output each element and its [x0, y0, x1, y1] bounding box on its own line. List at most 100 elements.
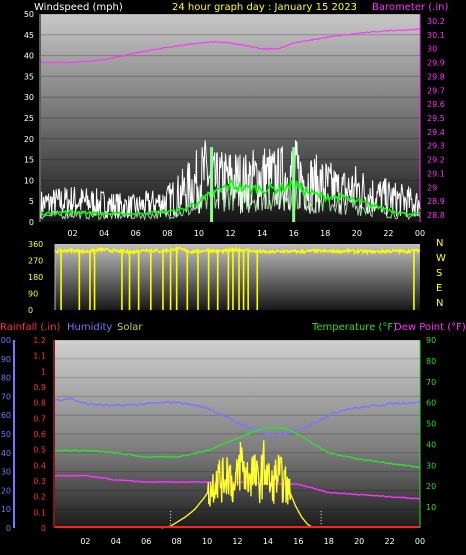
x-tick-label: 16: [289, 229, 299, 238]
rainfall-tick-label: 0.2: [33, 493, 46, 502]
direction-compass-label: E: [436, 283, 442, 294]
x-tick-label: 16: [293, 537, 303, 546]
wind-tick-label: 40: [24, 52, 34, 61]
rainfall-tick-label: 0.5: [33, 446, 46, 455]
humidity-tick-label: 80: [1, 374, 11, 383]
rainfall-tick-label: 1.1: [33, 352, 46, 361]
rainfall-tick-label: 1: [41, 367, 46, 376]
wind-gust-trace: [40, 179, 421, 221]
humidity-tick-label: 0: [6, 524, 11, 533]
temperature-tick-label: 40: [426, 440, 436, 449]
humidity-line: [54, 396, 421, 437]
temperature-tick-label: 30: [426, 461, 436, 470]
temperature-tick-label: 60: [426, 399, 436, 408]
barometer-tick-label: 29.7: [427, 86, 445, 95]
direction-tick-label: 90: [28, 290, 38, 299]
x-tick-label: 06: [141, 537, 151, 546]
humidity-tick-label: 40: [1, 449, 11, 458]
wind-average-line: [40, 178, 421, 216]
wind-direction-plot: [54, 246, 421, 310]
barometer-tick-label: 28.8: [427, 211, 445, 220]
temperature-humidity-plot: [54, 396, 421, 529]
barometer-axis-label: Barometer (.in): [372, 2, 448, 13]
x-tick-label: 04: [99, 229, 109, 238]
temperature-tick-label: 50: [426, 420, 436, 429]
direction-tick-label: 180: [28, 273, 43, 282]
x-tick-label: 02: [67, 229, 77, 238]
axis-labels: 0510152025303540455028.828.92929.129.229…: [0, 10, 446, 546]
barometer-tick-label: 29.6: [427, 100, 445, 109]
rainfall-tick-label: 0.1: [33, 508, 46, 517]
direction-compass-label: W: [436, 253, 446, 264]
wind-tick-label: 0: [29, 218, 34, 227]
x-tick-label: 12: [225, 229, 235, 238]
wind-tick-label: 45: [24, 31, 34, 40]
barometer-tick-label: 29.5: [427, 114, 445, 123]
x-tick-label: 22: [383, 229, 393, 238]
barometer-tick-label: 29.9: [427, 59, 445, 68]
humidity-tick-label: 60: [1, 411, 11, 420]
x-tick-label: 20: [352, 229, 362, 238]
temperature-tick-label: 90: [426, 336, 436, 345]
barometer-tick-label: 29.3: [427, 142, 445, 151]
wind-tick-label: 30: [24, 93, 34, 102]
x-tick-label: 20: [354, 537, 364, 546]
humidity-tick-label: 30: [1, 468, 11, 477]
x-tick-label: 12: [232, 537, 242, 546]
solar-line: [161, 440, 314, 529]
wind-direction-line: [54, 246, 421, 256]
climate-panel-background: [55, 340, 420, 528]
legend-humidity: Humidity: [67, 322, 112, 333]
legend-dewpoint: Dew Point (°F): [394, 322, 466, 333]
temperature-tick-label: 70: [426, 378, 436, 387]
direction-compass-label: N: [436, 238, 443, 249]
direction-tick-label: 270: [28, 257, 43, 266]
wind-tick-label: 35: [24, 72, 34, 81]
x-tick-label: 10: [194, 229, 204, 238]
legend-rainfall: Rainfall (.in): [0, 322, 61, 333]
x-tick-label: 10: [202, 537, 212, 546]
x-tick-label: 22: [384, 537, 394, 546]
temperature-tick-label: 20: [426, 482, 436, 491]
barometer-tick-label: 29.8: [427, 72, 445, 81]
barometer-tick-label: 29.4: [427, 128, 445, 137]
wind-barometer-plot: [40, 28, 421, 222]
rainfall-tick-label: 0.8: [33, 399, 46, 408]
wind-speed-line: [40, 139, 421, 219]
x-tick-label: 18: [320, 229, 330, 238]
page-title: 24 hour graph day : January 15 2023: [172, 2, 357, 13]
rainfall-tick-label: 0: [41, 524, 46, 533]
wind-tick-label: 20: [24, 135, 34, 144]
wind-gust-spike: [210, 147, 214, 222]
barometer-tick-label: 30: [427, 45, 437, 54]
wind-tick-label: 5: [29, 197, 34, 206]
x-tick-label: 04: [111, 537, 121, 546]
rainfall-tick-label: 0.4: [33, 461, 46, 470]
direction-tick-label: 360: [28, 240, 43, 249]
x-tick-label: 06: [131, 229, 141, 238]
humidity-tick-label: 70: [1, 392, 11, 401]
wind-tick-label: 50: [24, 10, 34, 19]
legend-temperature: Temperature (°F): [311, 322, 397, 333]
temperature-line: [54, 426, 421, 469]
x-tick-label: 00: [415, 229, 425, 238]
x-tick-label: 08: [172, 537, 182, 546]
barometer-tick-label: 29.2: [427, 156, 445, 165]
rainfall-tick-label: 0.3: [33, 477, 46, 486]
direction-tick-label: 0: [28, 306, 33, 315]
legend-solar: Solar: [117, 322, 143, 333]
rainfall-tick-label: 0.7: [33, 414, 46, 423]
x-tick-label: 00: [415, 537, 425, 546]
barometer-tick-label: 29.1: [427, 169, 445, 178]
barometer-tick-label: 29: [427, 183, 437, 192]
barometer-tick-label: 30.1: [427, 31, 445, 40]
barometer-tick-label: 30.2: [427, 17, 445, 26]
direction-compass-label: N: [436, 298, 443, 309]
direction-compass-label: S: [436, 268, 442, 279]
direction-panel-background: [55, 244, 420, 310]
x-tick-label: 02: [80, 537, 90, 546]
humidity-tick-label: 20: [1, 486, 11, 495]
wind-tick-label: 15: [24, 156, 34, 165]
barometer-tick-label: 28.9: [427, 197, 445, 206]
